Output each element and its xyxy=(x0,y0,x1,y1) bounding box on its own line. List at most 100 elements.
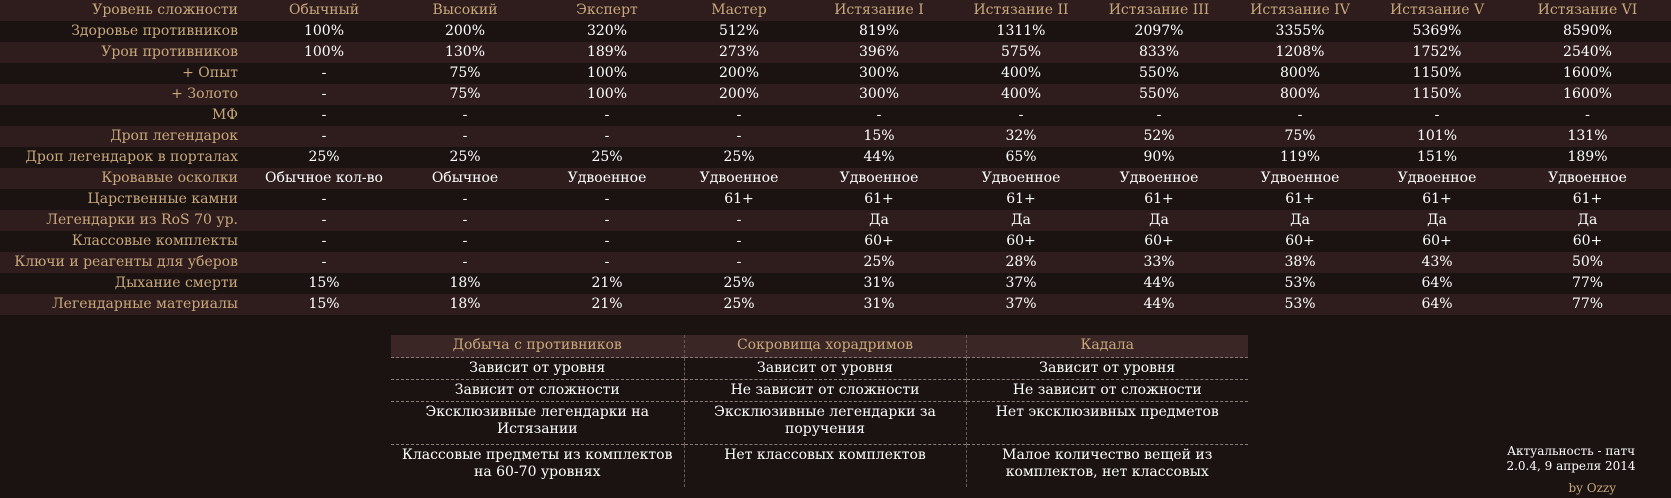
column-header: Эксперт xyxy=(540,0,674,21)
table-cell: - xyxy=(258,231,390,252)
sub-column-header: Сокровища хорадримов xyxy=(683,335,966,358)
table-cell: 60+ xyxy=(954,231,1088,252)
table-cell: 575% xyxy=(954,42,1088,63)
table-cell: 37% xyxy=(954,273,1088,294)
table-cell: 33% xyxy=(1088,252,1230,273)
table-cell: 1600% xyxy=(1504,63,1671,84)
table-cell: 60+ xyxy=(1230,231,1370,252)
table-cell: 75% xyxy=(1230,126,1370,147)
row-label: Урон противников xyxy=(0,42,258,63)
column-header: Истязание III xyxy=(1088,0,1230,21)
table-cell: 819% xyxy=(804,21,954,42)
table-cell: 25% xyxy=(804,252,954,273)
table-cell: 119% xyxy=(1230,147,1370,168)
table-cell: - xyxy=(258,84,390,105)
sub-table-cell: Не зависит от сложности xyxy=(965,379,1248,402)
table-cell: Да xyxy=(1370,210,1504,231)
table-cell: 1600% xyxy=(1504,84,1671,105)
table-cell: - xyxy=(390,210,540,231)
table-cell: 77% xyxy=(1504,273,1671,294)
table-cell: Удвоенное xyxy=(804,168,954,189)
row-label: Ключи и реагенты для уберов xyxy=(0,252,258,273)
table-cell: - xyxy=(540,210,674,231)
table-cell: - xyxy=(258,210,390,231)
row-label: Дроп легендарок в порталах xyxy=(0,147,258,168)
table-cell: - xyxy=(1370,105,1504,126)
table-cell: - xyxy=(1230,105,1370,126)
table-cell: - xyxy=(390,105,540,126)
table-cell: 100% xyxy=(540,84,674,105)
table-cell: 2540% xyxy=(1504,42,1671,63)
table-cell: 1752% xyxy=(1370,42,1504,63)
table-row: + Золото -75% 100% 200% 300% 400% 550% 800% 1150… xyxy=(0,84,1671,105)
table-cell: 100% xyxy=(258,42,390,63)
table-row: Урон противников 100% 130% 189% 273% 396% 575%… xyxy=(0,42,1671,63)
table-cell: 31% xyxy=(804,273,954,294)
table-cell: - xyxy=(390,252,540,273)
sub-table-cell: Эксклюзивные легендарки за поручения xyxy=(683,401,966,445)
table-cell: Удвоенное xyxy=(1504,168,1671,189)
table-cell: 61+ xyxy=(1370,189,1504,210)
table-row: Легендарки из RoS 70 ур. - - - - Да Да Да Да Да Да xyxy=(0,210,1671,231)
table-cell: - xyxy=(258,63,390,84)
difficulty-table: Уровень сложности Обычный Высокий Эксперт Ма… xyxy=(0,0,1671,315)
table-row: Здоровье противников 100% 200% 320% 512% 819%… xyxy=(0,21,1671,42)
sub-table-cell: Зависит от уровня xyxy=(391,357,684,380)
table-cell: Удвоенное xyxy=(954,168,1088,189)
column-header: Обычный xyxy=(258,0,390,21)
table-cell: 200% xyxy=(674,63,804,84)
table-cell: 25% xyxy=(258,147,390,168)
row-label: Царственные камни xyxy=(0,189,258,210)
table-cell: 28% xyxy=(954,252,1088,273)
table-cell: 5369% xyxy=(1370,21,1504,42)
table-cell: 37% xyxy=(954,294,1088,315)
table-cell: 18% xyxy=(390,294,540,315)
row-label: Дроп легендарок xyxy=(0,126,258,147)
table-cell: 32% xyxy=(954,126,1088,147)
table-cell: 400% xyxy=(954,63,1088,84)
table-cell: 189% xyxy=(540,42,674,63)
table-cell: - xyxy=(540,231,674,252)
table-cell: 130% xyxy=(390,42,540,63)
table-cell: - xyxy=(954,105,1088,126)
sub-table-row: Классовые предметы из комплектов на 60-7… xyxy=(391,444,1248,487)
sub-table-cell: Зависит от уровня xyxy=(965,357,1248,380)
table-row: Легендарные материалы 15% 18% 21% 25% 31% 37% 4… xyxy=(0,294,1671,315)
table-cell: Да xyxy=(1230,210,1370,231)
table-cell: Удвоенное xyxy=(1230,168,1370,189)
table-cell: Да xyxy=(804,210,954,231)
column-header: Высокий xyxy=(390,0,540,21)
table-row: Дыхание смерти 15% 18% 21% 25% 31% 37% 44% 53% 64… xyxy=(0,273,1671,294)
table-cell: Да xyxy=(954,210,1088,231)
table-cell: 200% xyxy=(390,21,540,42)
table-cell: 200% xyxy=(674,84,804,105)
table-cell: 44% xyxy=(1088,273,1230,294)
sub-table-cell: Нет эксклюзивных предметов xyxy=(965,401,1248,445)
table-cell: 61+ xyxy=(1504,189,1671,210)
table-cell: - xyxy=(1088,105,1230,126)
table-cell: 90% xyxy=(1088,147,1230,168)
table-cell: 1150% xyxy=(1370,63,1504,84)
table-cell: - xyxy=(674,210,804,231)
sub-table-row: Зависит от уровня Зависит от уровня Зависи… xyxy=(391,357,1248,380)
table-cell: 300% xyxy=(804,63,954,84)
table-cell: 1150% xyxy=(1370,84,1504,105)
sub-table-cell: Классовые предметы из комплектов на 60-7… xyxy=(391,444,684,487)
table-cell: 100% xyxy=(258,21,390,42)
column-header: Мастер xyxy=(674,0,804,21)
sub-table-cell: Зависит от уровня xyxy=(683,357,966,380)
table-cell: - xyxy=(540,252,674,273)
sub-table-row: Эксклюзивные легендарки на Истязании Экск… xyxy=(391,401,1248,445)
table-row: + Опыт -75% 100% 200% 300% 400% 550% 800% 1150% 1… xyxy=(0,63,1671,84)
table-cell: 21% xyxy=(540,294,674,315)
table-cell: 300% xyxy=(804,84,954,105)
table-cell: 25% xyxy=(390,147,540,168)
table-cell: - xyxy=(540,126,674,147)
table-cell: 61+ xyxy=(674,189,804,210)
table-cell: 18% xyxy=(390,273,540,294)
table-cell: 75% xyxy=(390,63,540,84)
table-cell: 25% xyxy=(540,147,674,168)
table-cell: 25% xyxy=(674,273,804,294)
table-cell: - xyxy=(674,105,804,126)
column-header: Истязание V xyxy=(1370,0,1504,21)
